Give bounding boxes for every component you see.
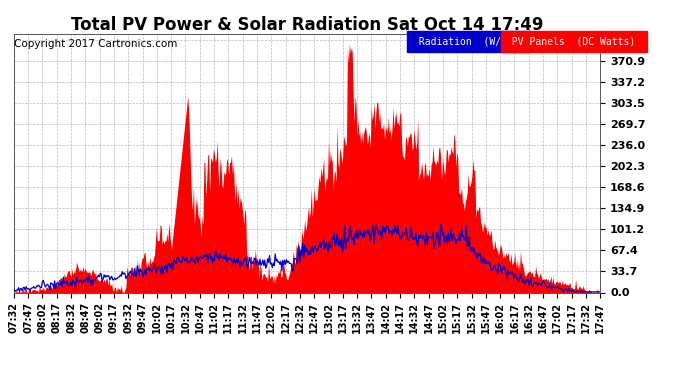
Title: Total PV Power & Solar Radiation Sat Oct 14 17:49: Total PV Power & Solar Radiation Sat Oct…	[71, 16, 543, 34]
Text: Copyright 2017 Cartronics.com: Copyright 2017 Cartronics.com	[14, 39, 178, 49]
Text: PV Panels  (DC Watts): PV Panels (DC Watts)	[506, 36, 642, 46]
Text: Radiation  (W/m2): Radiation (W/m2)	[413, 36, 524, 46]
